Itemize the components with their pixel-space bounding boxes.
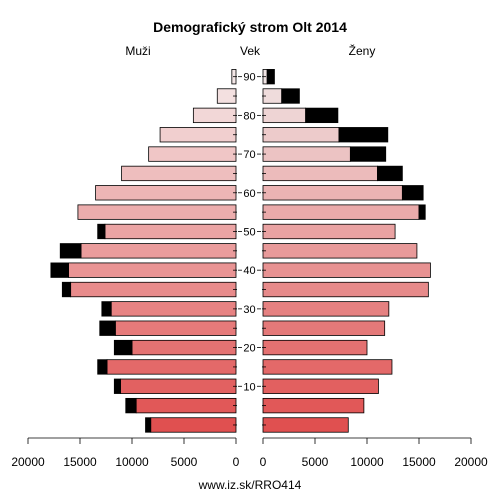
- male-excess-bar-0-4: [145, 417, 152, 433]
- male-x-tick-label: 0: [233, 455, 240, 469]
- age-tick-label: 70: [243, 149, 255, 161]
- female-bar-80-84: [262, 107, 307, 124]
- female-bar-35-39: [262, 281, 429, 298]
- male-bar-40-44: [68, 262, 237, 278]
- female-excess-bar-85-89: [281, 88, 300, 104]
- age-tick-label: 20: [243, 343, 255, 355]
- female-x-tick-label: 20000: [454, 455, 488, 469]
- male-bar-60-64: [95, 185, 237, 201]
- female-bar-30-34: [262, 301, 390, 317]
- male-x-tick-label: 5000: [171, 455, 198, 469]
- age-tick-label: 80: [243, 110, 255, 122]
- age-tick-label: 30: [243, 304, 255, 316]
- age-tick-label: 50: [243, 226, 255, 238]
- male-bar-80-84: [192, 107, 237, 124]
- female-bar-50-54: [262, 223, 396, 240]
- female-bar-75-79: [262, 127, 340, 143]
- female-x-tick-label: 0: [260, 455, 267, 469]
- bars-group: [50, 69, 431, 433]
- age-tick-label: 60: [243, 188, 255, 200]
- female-bar-60-64: [262, 185, 403, 201]
- male-x-tick-label: 20000: [11, 455, 45, 469]
- female-bar-25-29: [262, 320, 386, 336]
- female-bar-45-49: [262, 243, 418, 259]
- male-excess-bar-45-49: [59, 243, 82, 259]
- male-x-tick-label: 10000: [115, 455, 149, 469]
- female-bar-5-9: [262, 397, 365, 414]
- male-bar-15-19: [106, 359, 237, 375]
- male-excess-bar-40-44: [50, 262, 69, 278]
- male-bar-0-4: [150, 417, 237, 433]
- male-label: Muži: [125, 44, 150, 58]
- female-x-tick-label: 15000: [402, 455, 436, 469]
- male-bar-25-29: [114, 320, 237, 336]
- male-bar-70-74: [148, 146, 237, 162]
- female-bar-55-59: [262, 204, 420, 220]
- female-excess-bar-75-79: [338, 127, 389, 143]
- age-tick-label: 40: [243, 265, 255, 277]
- male-bar-10-14: [120, 378, 237, 394]
- male-bar-75-79: [159, 127, 237, 143]
- female-bar-20-24: [262, 339, 368, 356]
- female-x-tick-label: 10000: [350, 455, 384, 469]
- female-excess-bar-80-84: [305, 107, 339, 124]
- male-x-tick-label: 15000: [63, 455, 97, 469]
- female-excess-bar-70-74: [349, 146, 387, 162]
- footer-source: www.iz.sk/RRO414: [198, 478, 302, 492]
- female-excess-bar-65-69: [376, 165, 403, 182]
- male-excess-bar-20-24: [113, 339, 133, 356]
- age-tick-label: 10: [243, 381, 255, 393]
- male-excess-bar-15-19: [97, 359, 108, 375]
- male-excess-bar-30-34: [101, 301, 112, 317]
- axes-group: 10 20 30 40 50 60 70 80 90 20000 15000 10000 5000 0 0 5…: [11, 72, 488, 469]
- female-excess-bar-90+: [266, 69, 275, 85]
- male-bar-55-59: [77, 204, 237, 220]
- female-excess-bar-60-64: [401, 185, 424, 201]
- male-bar-45-49: [80, 243, 237, 259]
- female-excess-bar-55-59: [418, 204, 426, 220]
- male-excess-bar-35-39: [61, 281, 72, 298]
- female-bar-65-69: [262, 165, 378, 182]
- male-excess-bar-50-54: [97, 223, 106, 240]
- female-bar-40-44: [262, 262, 431, 278]
- male-bar-35-39: [70, 281, 237, 298]
- female-bar-0-4: [262, 417, 349, 433]
- female-x-tick-label: 5000: [302, 455, 329, 469]
- female-label: Ženy: [349, 43, 376, 58]
- chart-title: Demografický strom Olt 2014: [153, 19, 347, 35]
- male-bar-30-34: [110, 301, 237, 317]
- female-bar-15-19: [262, 359, 393, 375]
- age-axis-label: Vek: [240, 44, 261, 58]
- male-bar-20-24: [131, 339, 237, 356]
- male-excess-bar-10-14: [113, 378, 121, 394]
- male-bar-50-54: [104, 223, 237, 240]
- female-bar-10-14: [262, 378, 379, 394]
- male-bar-65-69: [121, 165, 237, 182]
- male-excess-bar-25-29: [99, 320, 116, 336]
- female-bar-70-74: [262, 146, 351, 162]
- age-tick-label: 90: [243, 72, 255, 84]
- male-excess-bar-5-9: [125, 397, 137, 414]
- male-bar-5-9: [135, 397, 237, 414]
